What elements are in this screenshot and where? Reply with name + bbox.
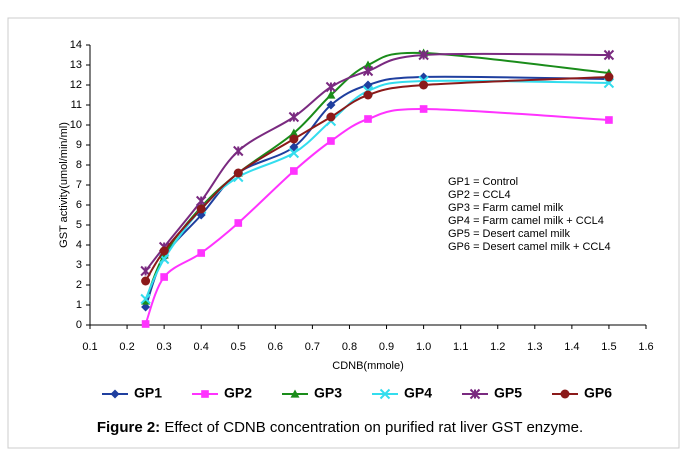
annotation: GP3 = Farm camel milk <box>448 202 564 214</box>
legend-label: GP5 <box>494 385 522 401</box>
marker <box>363 80 373 90</box>
x-tick-label: 0.8 <box>342 341 357 353</box>
legend-label: GP2 <box>224 385 252 401</box>
marker <box>605 116 613 124</box>
marker <box>363 90 373 100</box>
marker <box>560 389 570 399</box>
frame <box>7 17 680 449</box>
marker <box>379 388 391 400</box>
x-tick-label: 0.9 <box>379 341 394 353</box>
caption: Figure 2: Effect of CDNB concentration o… <box>97 419 583 436</box>
series-line <box>144 79 609 300</box>
marker <box>289 128 299 137</box>
legend-label: GP3 <box>314 385 342 401</box>
x-tick-label: 1.0 <box>416 341 431 353</box>
x-tick-label: 0.5 <box>231 341 246 353</box>
marker <box>325 81 337 93</box>
marker <box>141 320 150 328</box>
marker <box>234 219 243 227</box>
marker <box>604 72 614 82</box>
marker <box>364 115 372 123</box>
marker <box>141 276 151 286</box>
y-tick-label: 13 <box>70 59 82 71</box>
legend-label: GP1 <box>134 385 162 401</box>
x-tick-label: 0.3 <box>156 341 171 353</box>
marker <box>363 60 373 69</box>
marker <box>418 49 429 61</box>
y-tick-label: 5 <box>76 219 82 231</box>
caption-text: Effect of CDNB concentration on purified… <box>164 419 583 436</box>
marker <box>233 145 244 157</box>
x-tick-label: 1.4 <box>564 341 579 353</box>
x-tick-label: 1.6 <box>638 341 653 353</box>
x-tick-label: 1.1 <box>453 341 468 353</box>
marker <box>327 137 335 145</box>
y-tick-label: 11 <box>71 99 82 111</box>
marker <box>289 134 299 144</box>
y-tick-label: 4 <box>76 239 82 251</box>
annotation: GP2 = CCL4 <box>448 189 511 201</box>
marker <box>201 390 209 398</box>
x-tick-label: 1.3 <box>527 341 542 353</box>
marker <box>196 204 206 214</box>
y-tick-label: 2 <box>76 279 82 291</box>
y-tick-label: 9 <box>76 139 82 151</box>
legend-label: GP6 <box>584 385 612 401</box>
marker <box>288 111 300 123</box>
marker <box>288 147 300 159</box>
marker <box>160 273 168 281</box>
y-tick-label: 1 <box>76 299 82 311</box>
annotation: GP4 = Farm camel milk + CCL4 <box>448 215 604 227</box>
series-line <box>144 76 609 282</box>
marker <box>110 389 120 399</box>
x-tick-label: 1.5 <box>601 341 616 353</box>
y-axis-label: GST activity(umol/min/ml) <box>58 122 70 248</box>
marker <box>197 249 206 257</box>
x-tick-label: 0.4 <box>194 341 209 353</box>
legend-label: GP4 <box>404 385 432 401</box>
x-tick-label: 0.6 <box>268 341 283 353</box>
x-axis-label: CDNB(mmole) <box>332 360 404 372</box>
marker <box>419 80 429 90</box>
x-tick-label: 0.1 <box>82 341 97 353</box>
marker <box>326 90 336 99</box>
marker <box>326 100 336 110</box>
marker <box>419 105 428 113</box>
marker <box>159 246 169 256</box>
marker <box>290 389 300 398</box>
y-tick-label: 12 <box>70 79 82 91</box>
caption-label: Figure 2: <box>97 419 160 436</box>
marker <box>195 195 207 207</box>
y-tick-label: 10 <box>70 119 82 131</box>
y-tick-label: 14 <box>70 39 82 51</box>
marker <box>233 168 243 178</box>
marker <box>362 65 374 77</box>
marker <box>289 142 299 152</box>
marker <box>140 293 151 305</box>
x-tick-label: 0.7 <box>305 341 320 353</box>
marker <box>326 112 336 122</box>
y-tick-label: 6 <box>76 199 82 211</box>
x-tick-label: 0.2 <box>119 341 134 353</box>
annotation: GP5 = Desert camel milk <box>448 228 570 240</box>
y-tick-label: 8 <box>76 159 82 171</box>
marker <box>603 49 615 61</box>
marker <box>141 302 151 312</box>
series-line <box>144 52 609 272</box>
annotation: GP6 = Desert camel milk + CCL4 <box>448 241 611 253</box>
y-tick-label: 3 <box>76 259 82 271</box>
x-tick-label: 1.2 <box>490 341 505 353</box>
marker <box>469 388 481 400</box>
y-tick-label: 0 <box>76 319 82 331</box>
annotation: GP1 = Control <box>448 176 518 188</box>
series-line <box>144 107 609 325</box>
marker <box>290 167 298 175</box>
y-tick-label: 7 <box>76 179 82 191</box>
